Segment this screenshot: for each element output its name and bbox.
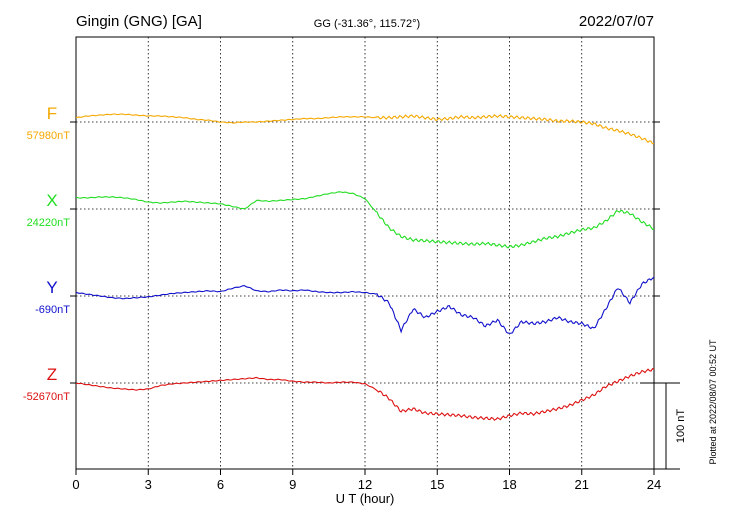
x-tick-label: 18: [502, 477, 516, 492]
baseline-label-z: -52670nT: [23, 391, 70, 403]
x-axis-ticks: 0 3 6 9 12 15 18 21 24: [70, 121, 661, 492]
x-tick-label: 6: [217, 477, 224, 492]
x-tick-label: 15: [430, 477, 444, 492]
series-line-x: [75, 191, 655, 249]
x-tick-label: 9: [289, 477, 296, 492]
chart-title-date: 2022/07/07: [579, 13, 654, 30]
component-label-y: Y: [46, 278, 57, 297]
series-line-y: [75, 276, 655, 334]
vertical-gridlines: [147, 37, 583, 469]
series-line-f: [75, 113, 655, 145]
scale-bar: 100 nT: [640, 382, 687, 470]
component-labels: F 57980nT X 24220nT Y -690nT Z -52670nT: [23, 104, 70, 403]
x-tick-label: 21: [575, 477, 589, 492]
x-tick-label: 24: [647, 477, 661, 492]
component-label-x: X: [46, 191, 57, 210]
x-tick-label: 0: [72, 477, 79, 492]
component-label-z: Z: [47, 365, 57, 384]
x-tick-label: 3: [145, 477, 152, 492]
component-label-f: F: [47, 104, 57, 123]
scale-bar-label: 100 nT: [675, 409, 687, 444]
chart-title-coordinates: GG (-31.36°, 115.72°): [314, 18, 420, 30]
baseline-label-f: 57980nT: [27, 130, 71, 142]
series-line-z: [75, 368, 655, 421]
x-tick-label: 12: [358, 477, 372, 492]
baseline-label-x: 24220nT: [27, 217, 71, 229]
series-lines: [75, 113, 655, 421]
x-axis-label: U T (hour): [336, 491, 395, 506]
chart-title-station: Gingin (GNG) [GA]: [76, 13, 202, 30]
plotted-timestamp: Plotted at 2022/08/07 00:52 UT: [708, 339, 718, 465]
baseline-label-y: -690nT: [35, 304, 70, 316]
